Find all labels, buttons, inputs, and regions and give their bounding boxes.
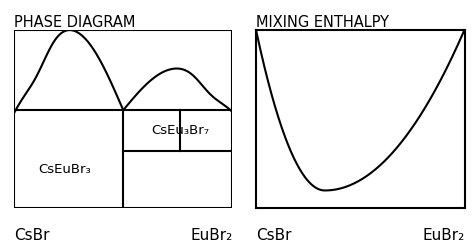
Text: CsEu₃Br₇: CsEu₃Br₇ bbox=[151, 124, 209, 137]
Text: MIXING ENTHALPY: MIXING ENTHALPY bbox=[256, 15, 389, 30]
Text: CsEuBr₃: CsEuBr₃ bbox=[38, 162, 91, 176]
Text: CsBr: CsBr bbox=[256, 228, 292, 243]
Text: CsBr: CsBr bbox=[14, 228, 50, 243]
Text: EuBr₂: EuBr₂ bbox=[190, 228, 232, 243]
Text: PHASE DIAGRAM: PHASE DIAGRAM bbox=[14, 15, 136, 30]
Text: EuBr₂: EuBr₂ bbox=[422, 228, 465, 243]
